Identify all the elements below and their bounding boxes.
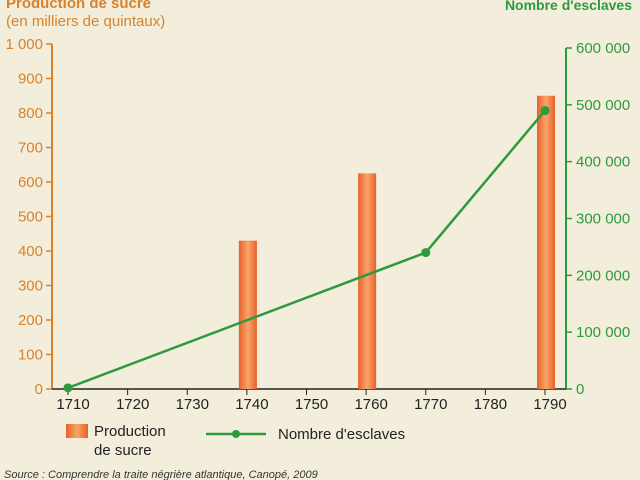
left-tick-label: 1 000 bbox=[5, 36, 43, 53]
right-tick-label: 500 000 bbox=[576, 97, 630, 114]
x-tick-label: 1730 bbox=[176, 396, 209, 413]
x-tick-label: 1710 bbox=[56, 396, 89, 413]
sugar-bar bbox=[358, 173, 377, 389]
x-tick-label: 1780 bbox=[474, 396, 507, 413]
legend-line-marker bbox=[232, 430, 240, 438]
left-tick-label: 600 bbox=[18, 174, 43, 191]
x-tick-label: 1740 bbox=[235, 396, 268, 413]
right-ticks: 0 100 000 200 000 300 000 400 000 500 000 600 … bbox=[566, 40, 630, 398]
bars bbox=[238, 95, 555, 389]
x-tick-label: 1760 bbox=[354, 396, 387, 413]
sugar-bar bbox=[238, 240, 257, 389]
right-tick-label: 100 000 bbox=[576, 324, 630, 341]
left-tick-label: 0 bbox=[35, 381, 43, 398]
left-tick-label: 500 bbox=[18, 209, 43, 226]
left-axis-title: Production de sucre bbox=[6, 0, 151, 12]
left-axis-unit: (en milliers de quintaux) bbox=[6, 13, 165, 30]
left-tick-label: 700 bbox=[18, 140, 43, 157]
left-ticks: 0 100 200 300 400 500 600 700 800 900 1 000 bbox=[5, 36, 52, 398]
sugar-bar bbox=[537, 95, 555, 389]
right-tick-label: 400 000 bbox=[576, 154, 630, 171]
legend-bar-label-1: Production bbox=[94, 423, 166, 440]
x-tick-label: 1720 bbox=[116, 396, 149, 413]
left-tick-label: 900 bbox=[18, 71, 43, 88]
right-tick-label: 0 bbox=[576, 381, 584, 398]
x-tick-label: 1770 bbox=[414, 396, 447, 413]
left-tick-label: 400 bbox=[18, 243, 43, 260]
legend: Production de sucre Nombre d'esclaves bbox=[66, 423, 405, 459]
slaves-point bbox=[421, 248, 431, 258]
legend-line-label: Nombre d'esclaves bbox=[278, 426, 405, 443]
x-ticks: 1710 1720 1730 1740 1750 1760 1770 1780 1790 bbox=[56, 389, 567, 413]
left-tick-label: 300 bbox=[18, 278, 43, 295]
x-tick-label: 1790 bbox=[533, 396, 566, 413]
x-tick-label: 1750 bbox=[295, 396, 328, 413]
source-note: Source : Comprendre la traite négrière a… bbox=[4, 469, 318, 480]
right-axis-title: Nombre d'esclaves bbox=[505, 0, 632, 13]
right-tick-label: 600 000 bbox=[576, 40, 630, 57]
slaves-point bbox=[540, 106, 550, 116]
left-tick-label: 200 bbox=[18, 312, 43, 329]
slaves-line bbox=[67, 109, 546, 390]
slaves-point bbox=[63, 383, 73, 393]
left-tick-label: 800 bbox=[18, 105, 43, 122]
legend-bar-label-2: de sucre bbox=[94, 442, 152, 459]
right-tick-label: 300 000 bbox=[576, 211, 630, 228]
left-tick-label: 100 bbox=[18, 347, 43, 364]
line-series bbox=[63, 106, 550, 393]
legend-bar-swatch bbox=[66, 424, 88, 438]
right-tick-label: 200 000 bbox=[576, 267, 630, 284]
